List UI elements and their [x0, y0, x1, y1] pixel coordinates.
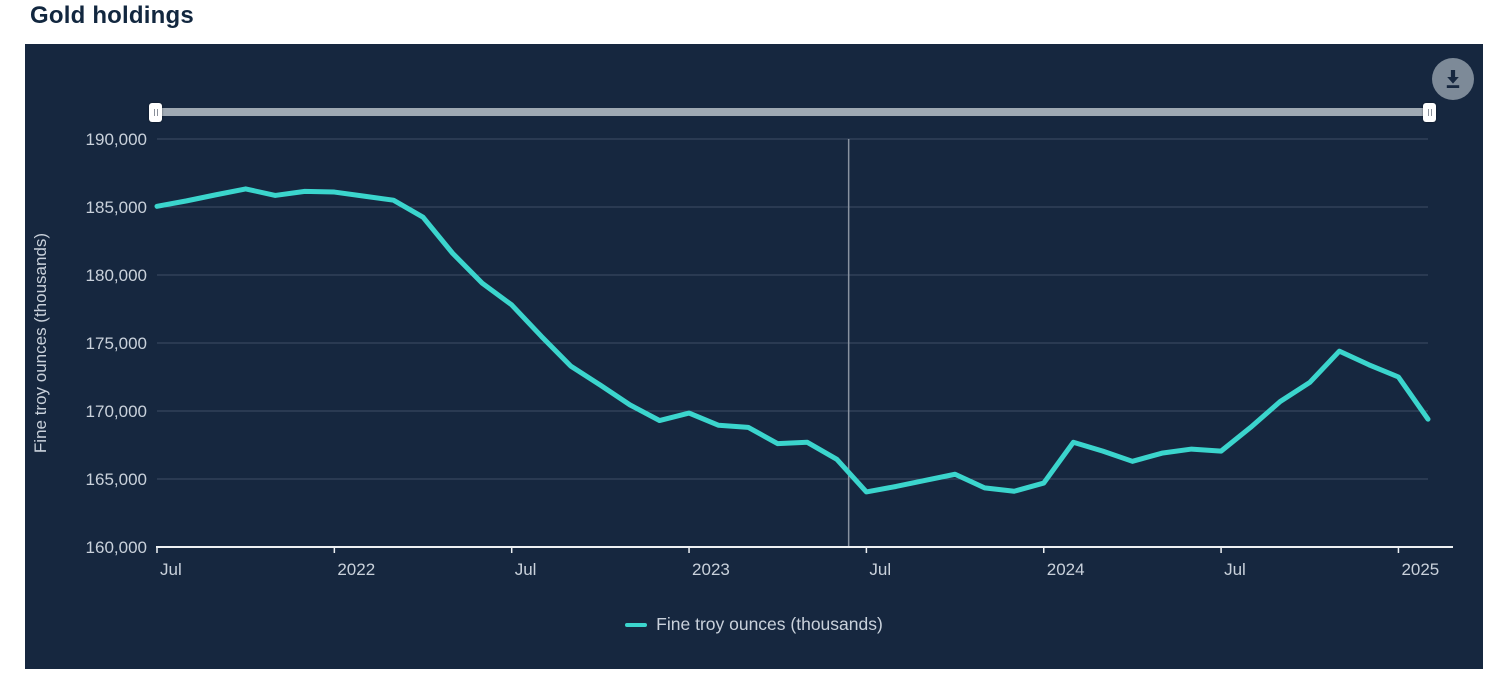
grip-icon: [153, 109, 155, 116]
chart-panel: 160,000 165,000 170,000 175,000 180,000 185,0…: [25, 44, 1483, 669]
range-slider-left-handle[interactable]: [149, 103, 162, 122]
y-axis-tick-label: 160,000: [86, 538, 147, 557]
range-slider-right-handle[interactable]: [1423, 103, 1436, 122]
y-axis-tick-label: 170,000: [86, 402, 147, 421]
legend-label: Fine troy ounces (thousands): [656, 614, 883, 634]
x-axis-tick-label: Jul: [160, 560, 182, 579]
x-axis-tick-label: 2023: [692, 560, 730, 579]
y-axis-tick-label: 185,000: [86, 198, 147, 217]
grip-icon: [1430, 109, 1432, 116]
download-button[interactable]: [1432, 58, 1474, 100]
grip-icon: [1427, 109, 1429, 116]
y-axis-tick-label: 175,000: [86, 334, 147, 353]
grip-icon: [156, 109, 158, 116]
page-title: Gold holdings: [30, 2, 194, 29]
legend-swatch: [625, 622, 648, 627]
y-axis-tick-label: 180,000: [86, 266, 147, 285]
series-line[interactable]: [154, 186, 1431, 495]
chart-canvas[interactable]: 160,000 165,000 170,000 175,000 180,000 185,0…: [25, 44, 1483, 669]
x-axis-tick-label: Jul: [869, 560, 891, 579]
x-axis-tick-label: 2025: [1401, 560, 1439, 579]
range-slider[interactable]: [149, 102, 1436, 122]
x-axis-tick-label: 2024: [1047, 560, 1085, 579]
range-slider-track[interactable]: [155, 108, 1430, 116]
y-axis-tick-label: 190,000: [86, 130, 147, 149]
x-axis-tick-label: 2022: [337, 560, 375, 579]
legend-item[interactable]: Fine troy ounces (thousands): [25, 614, 1483, 635]
y-axis-title: Fine troy ounces (thousands): [31, 232, 50, 454]
download-icon: [1442, 68, 1464, 90]
x-axis-tick-label: Jul: [1224, 560, 1246, 579]
y-axis-tick-label: 165,000: [86, 470, 147, 489]
x-axis-tick-label: Jul: [515, 560, 537, 579]
